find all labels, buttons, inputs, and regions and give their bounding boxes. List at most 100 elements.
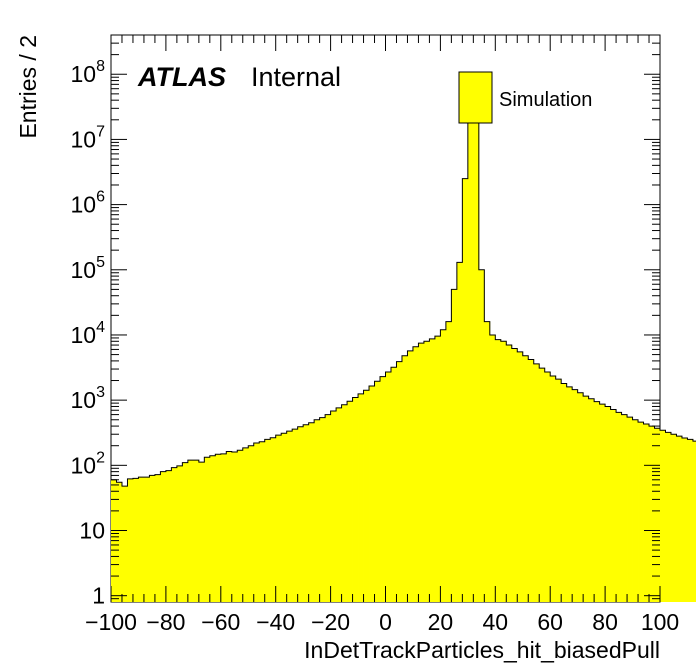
y-tick-label: 104 — [71, 319, 106, 348]
histogram-bar — [176, 465, 183, 602]
histogram-bar — [401, 355, 408, 602]
y-tick-label: 107 — [71, 123, 106, 152]
histogram-bar — [522, 355, 529, 602]
histogram-bar — [149, 475, 156, 602]
histogram-bar — [143, 477, 150, 602]
histogram-bar — [599, 404, 606, 602]
histogram-bar — [182, 462, 189, 602]
histogram-bar — [434, 336, 441, 602]
histogram-bar — [550, 375, 557, 602]
histogram-bar — [511, 348, 518, 602]
histogram-bar — [127, 478, 134, 602]
histogram-bar — [407, 350, 414, 602]
histogram-bar — [209, 455, 216, 602]
histogram-bar — [303, 424, 310, 602]
histogram-bar — [539, 368, 546, 602]
histogram-bar — [429, 338, 436, 602]
histogram-bar — [555, 379, 562, 602]
histogram-bar — [390, 367, 397, 602]
histogram-bar — [363, 390, 370, 602]
histogram-bar — [638, 422, 644, 602]
histogram-bar — [259, 441, 266, 602]
histogram-bar — [412, 346, 419, 602]
histogram-bar — [319, 417, 326, 602]
histogram-bar — [687, 439, 694, 602]
histogram-bar — [621, 414, 628, 602]
x-tick-label: −40 — [256, 609, 295, 635]
histogram-bar — [451, 289, 458, 602]
atlas-label: ATLAS — [137, 62, 226, 92]
x-tick-label: −80 — [146, 609, 185, 635]
histogram-bar — [116, 482, 123, 602]
histogram-bar — [665, 432, 672, 602]
histogram-bar — [308, 422, 315, 602]
x-tick-label: 80 — [592, 609, 618, 635]
histogram-bar — [528, 359, 535, 602]
y-tick-label: 105 — [71, 254, 106, 283]
histogram-bar — [220, 453, 227, 602]
x-tick-label: 60 — [537, 609, 563, 635]
histogram-bar — [670, 434, 677, 602]
histogram-bar — [314, 419, 321, 602]
y-tick-label: 106 — [71, 189, 106, 218]
legend-swatch — [458, 71, 493, 124]
histogram-bar — [616, 412, 622, 602]
x-tick-label: 40 — [483, 609, 509, 635]
histogram-bar — [138, 477, 145, 602]
y-tick-label: 10 — [79, 518, 105, 544]
histogram-bar — [572, 389, 579, 602]
x-tick-label: 20 — [428, 609, 454, 635]
histogram-bar — [215, 454, 222, 602]
histogram-bar — [643, 424, 650, 602]
histogram-bar — [374, 381, 381, 602]
histogram-bar — [275, 435, 282, 602]
histogram-bar — [561, 383, 568, 602]
y-tick-label: 108 — [71, 58, 106, 87]
x-tick-label: −20 — [311, 609, 350, 635]
atlas-internal-label: Internal — [251, 62, 341, 92]
histogram-bar — [478, 269, 485, 602]
histogram-bar — [132, 478, 139, 602]
histogram-bar — [358, 393, 364, 602]
histogram-bar — [270, 437, 277, 602]
histogram-bar — [292, 429, 299, 602]
histogram-bar — [423, 341, 430, 602]
histogram-bar — [330, 411, 337, 602]
histogram-bar — [325, 414, 331, 602]
histogram-bar — [171, 467, 178, 602]
histogram-bar — [336, 407, 342, 602]
y-axis-title: Entries / 2 — [15, 35, 41, 139]
histogram-bar — [369, 385, 375, 602]
histogram-bar — [396, 361, 403, 602]
histogram-bar — [456, 262, 463, 602]
histogram-bar — [566, 386, 573, 602]
histogram-bar — [187, 460, 194, 602]
histogram-bar — [692, 441, 696, 602]
histogram-bar — [440, 329, 447, 602]
x-tick-label: 0 — [379, 609, 392, 635]
histogram-bar — [154, 474, 161, 602]
histogram-bar — [681, 438, 688, 602]
histogram-bar — [583, 396, 590, 602]
histogram-bar — [347, 401, 353, 602]
y-axis-ticks: 1 10 102 103 104 105 106 107 108 — [71, 34, 660, 609]
histogram-bar — [264, 439, 271, 602]
histogram-bar — [281, 433, 288, 602]
histogram-bar — [341, 404, 348, 602]
histogram-bar — [248, 445, 255, 602]
histogram-bar — [627, 417, 633, 602]
histogram-bar — [517, 351, 524, 602]
histogram-bar — [467, 113, 474, 603]
x-tick-label: 100 — [641, 609, 679, 635]
histogram-bar — [654, 428, 661, 602]
histogram-bar — [297, 426, 304, 602]
histogram-bar — [231, 452, 238, 602]
histogram-bar — [237, 450, 244, 602]
histogram-bar — [204, 457, 211, 602]
x-tick-label: −100 — [85, 609, 137, 635]
histogram-outline — [111, 107, 696, 487]
histogram-bar — [352, 397, 359, 602]
histogram-bar — [165, 470, 172, 602]
histogram-bar — [160, 471, 167, 602]
